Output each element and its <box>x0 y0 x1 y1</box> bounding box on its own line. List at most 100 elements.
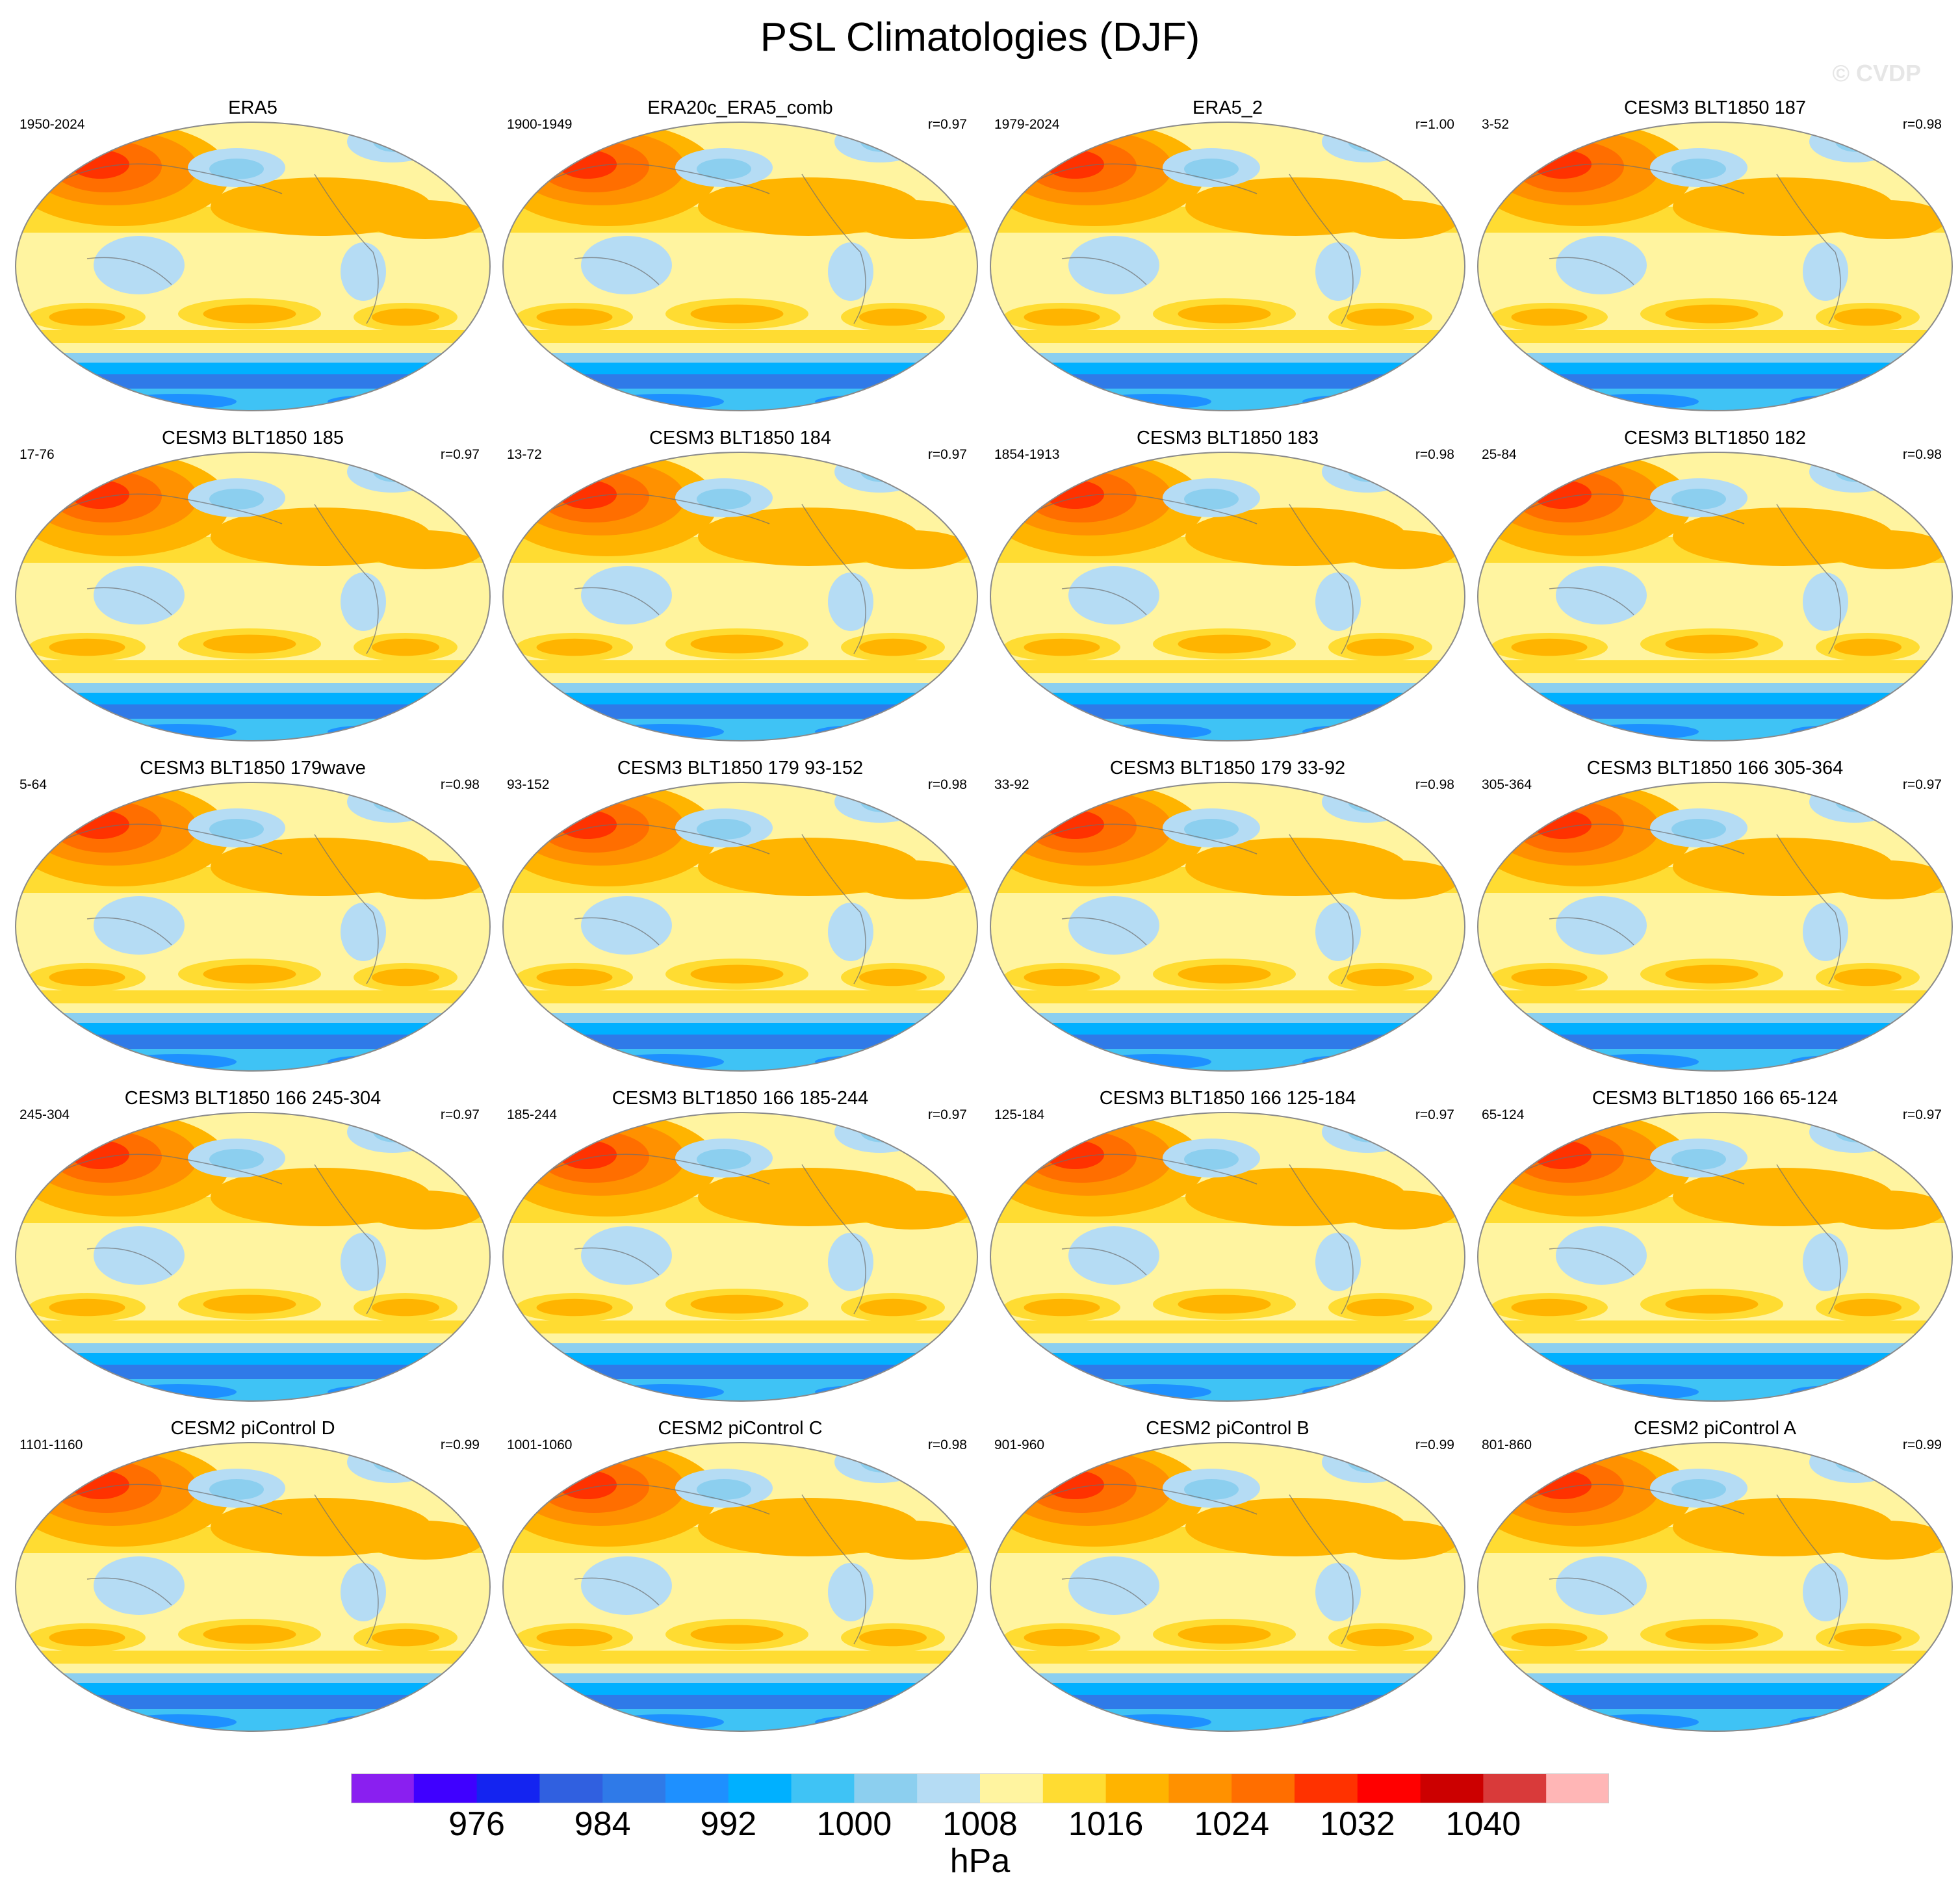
panel-pattern-correlation: r=0.98 <box>1902 447 1942 462</box>
panel-years: 1979-2024 <box>994 117 1060 132</box>
map-panel: CESM2 piControl D 1101-1160 r=0.99 <box>9 1417 496 1745</box>
colorbar-segment <box>1231 1773 1295 1803</box>
panel-years: 25-84 <box>1482 447 1517 462</box>
panel-years: 93-152 <box>507 777 550 792</box>
panel-years: 1854-1913 <box>994 447 1060 462</box>
map-panel: CESM2 piControl A 801-860 r=0.99 <box>1471 1417 1959 1745</box>
panel-pattern-correlation: r=0.99 <box>1902 1437 1942 1452</box>
map-panel: CESM2 piControl B 901-960 r=0.99 <box>984 1417 1471 1745</box>
map-plot <box>990 1112 1465 1402</box>
panel-title: CESM3 BLT1850 179 33-92 <box>1109 758 1346 779</box>
panel-title: CESM3 BLT1850 185 <box>162 428 344 448</box>
panel-years: 1101-1160 <box>19 1437 83 1452</box>
map-plot <box>15 452 491 741</box>
map-plot <box>502 452 978 741</box>
panel-years: 13-72 <box>507 447 542 462</box>
map-panel: CESM3 BLT1850 183 1854-1913 r=0.98 <box>984 426 1471 754</box>
panel-pattern-correlation: r=0.99 <box>1415 1437 1454 1452</box>
panel-years: 1001-1060 <box>507 1437 573 1452</box>
panel-title: ERA5 <box>228 97 277 118</box>
colorbar-tick-label: 984 <box>574 1805 631 1843</box>
colorbar-segment <box>791 1773 855 1803</box>
panel-title: CESM2 piControl B <box>1146 1418 1309 1439</box>
map-plot <box>502 1442 978 1732</box>
panel-title: CESM2 piControl A <box>1634 1418 1796 1439</box>
panel-years: 65-124 <box>1482 1107 1525 1122</box>
panel-years: 3-52 <box>1482 117 1510 132</box>
map-plot <box>1477 122 1953 411</box>
colorbar-segment <box>665 1773 729 1803</box>
map-plot <box>1477 1442 1953 1732</box>
map-panel: CESM3 BLT1850 179 93-152 93-152 r=0.98 <box>496 756 984 1085</box>
panel-title: CESM3 BLT1850 166 245-304 <box>124 1088 381 1109</box>
panel-title: CESM3 BLT1850 179 93-152 <box>617 758 864 779</box>
panel-pattern-correlation: r=0.97 <box>440 447 480 462</box>
map-panel: ERA20c_ERA5_comb 1900-1949 r=0.97 <box>496 96 984 424</box>
panel-years: 125-184 <box>994 1107 1045 1122</box>
panel-pattern-correlation: r=0.98 <box>1415 447 1454 462</box>
colorbar-segment <box>1483 1773 1547 1803</box>
colorbar-segment <box>602 1773 666 1803</box>
panel-years: 1900-1949 <box>507 117 573 132</box>
map-plot <box>990 782 1465 1072</box>
map-panel: ERA5_2 1979-2024 r=1.00 <box>984 96 1471 424</box>
colorbar-tick-label: 1040 <box>1445 1805 1521 1843</box>
panel-years: 185-244 <box>507 1107 558 1122</box>
panel-pattern-correlation: r=0.98 <box>927 777 967 792</box>
panel-title: CESM3 BLT1850 166 125-184 <box>1099 1088 1356 1109</box>
map-panel: CESM3 BLT1850 166 65-124 65-124 r=0.97 <box>1471 1087 1959 1415</box>
panel-pattern-correlation: r=0.97 <box>1902 777 1942 792</box>
map-plot <box>990 452 1465 741</box>
panel-title: CESM3 BLT1850 166 305-364 <box>1586 758 1844 779</box>
panel-title: CESM3 BLT1850 184 <box>649 428 831 448</box>
panel-years: 245-304 <box>19 1107 70 1122</box>
colorbar-segment <box>1042 1773 1107 1803</box>
colorbar-segment <box>917 1773 981 1803</box>
map-panel: ERA5 1950-2024 <box>9 96 496 424</box>
panel-years: 33-92 <box>994 777 1029 792</box>
panel-years: 305-364 <box>1482 777 1532 792</box>
colorbar-segment <box>980 1773 1044 1803</box>
panel-pattern-correlation: r=0.97 <box>927 1107 967 1122</box>
panel-title: ERA5_2 <box>1192 97 1263 118</box>
colorbar-tick-label: 1008 <box>942 1805 1018 1843</box>
copyright-watermark: © CVDP <box>1832 60 1921 86</box>
map-panel: CESM3 BLT1850 184 13-72 r=0.97 <box>496 426 984 754</box>
map-plot <box>990 1442 1465 1732</box>
map-panel: CESM3 BLT1850 187 3-52 r=0.98 <box>1471 96 1959 424</box>
map-plot <box>502 122 978 411</box>
panel-pattern-correlation: r=0.97 <box>1902 1107 1942 1122</box>
map-plot <box>1477 1112 1953 1402</box>
colorbar-segment <box>539 1773 603 1803</box>
colorbar-segment <box>413 1773 478 1803</box>
map-panel: CESM2 piControl C 1001-1060 r=0.98 <box>496 1417 984 1745</box>
panel-years: 17-76 <box>19 447 55 462</box>
map-panel: CESM3 BLT1850 179wave 5-64 r=0.98 <box>9 756 496 1085</box>
map-panel: CESM3 BLT1850 166 125-184 125-184 r=0.97 <box>984 1087 1471 1415</box>
colorbar-tick-label: 1016 <box>1068 1805 1144 1843</box>
colorbar <box>351 1773 1609 1803</box>
colorbar-segment <box>476 1773 540 1803</box>
map-panel: CESM3 BLT1850 166 185-244 185-244 r=0.97 <box>496 1087 984 1415</box>
colorbar-segment <box>1420 1773 1484 1803</box>
panel-title: ERA20c_ERA5_comb <box>647 97 833 118</box>
map-panel: CESM3 BLT1850 179 33-92 33-92 r=0.98 <box>984 756 1471 1085</box>
panel-pattern-correlation: r=0.98 <box>1415 777 1454 792</box>
panel-pattern-correlation: r=0.98 <box>440 777 480 792</box>
panel-title: CESM3 BLT1850 166 65-124 <box>1592 1088 1838 1109</box>
colorbar-segment <box>854 1773 918 1803</box>
panel-pattern-correlation: r=0.98 <box>927 1437 967 1452</box>
panel-pattern-correlation: r=0.97 <box>1415 1107 1454 1122</box>
panel-pattern-correlation: r=0.99 <box>440 1437 480 1452</box>
panel-title: CESM3 BLT1850 179wave <box>140 758 366 779</box>
panel-title: CESM3 BLT1850 166 185-244 <box>612 1088 869 1109</box>
panel-pattern-correlation: r=1.00 <box>1415 117 1454 132</box>
panel-pattern-correlation: r=0.98 <box>1902 117 1942 132</box>
panel-pattern-correlation: r=0.97 <box>440 1107 480 1122</box>
colorbar-segment <box>1168 1773 1232 1803</box>
map-panel: CESM3 BLT1850 166 245-304 245-304 r=0.97 <box>9 1087 496 1415</box>
colorbar-segment <box>1546 1773 1609 1803</box>
panel-pattern-correlation: r=0.97 <box>927 447 967 462</box>
figure-title: PSL Climatologies (DJF) <box>760 15 1200 60</box>
colorbar-tick-label: 992 <box>700 1805 757 1843</box>
